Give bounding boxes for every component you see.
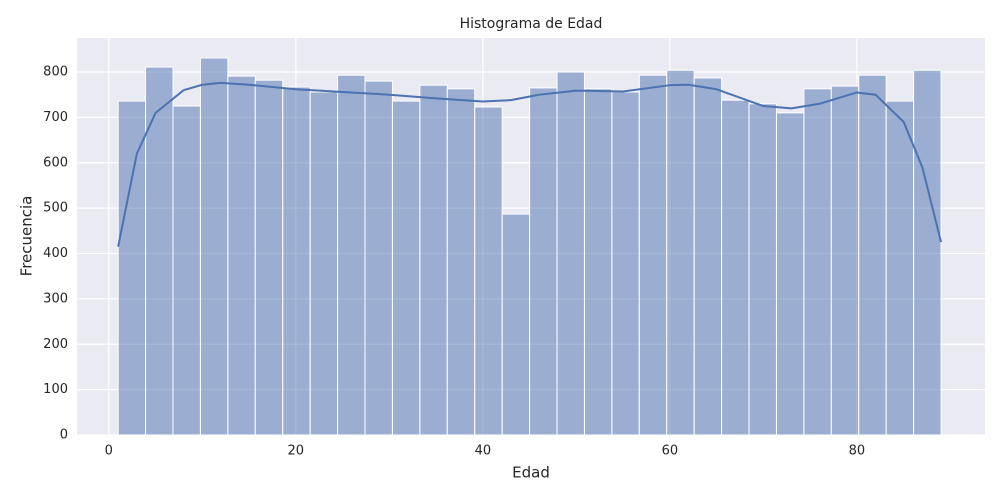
y-axis-label: Frecuencia xyxy=(18,196,36,277)
bar xyxy=(337,74,366,436)
bar xyxy=(282,86,311,436)
bar xyxy=(666,69,695,436)
x-tick-label: 80 xyxy=(849,444,866,459)
y-tick-label: 700 xyxy=(43,110,68,125)
bar xyxy=(117,100,147,436)
x-tick-label: 40 xyxy=(475,444,492,459)
bar xyxy=(858,74,887,436)
y-tick-label: 300 xyxy=(43,291,68,306)
bar xyxy=(583,88,613,436)
bar xyxy=(474,106,503,436)
x-tick-label: 20 xyxy=(288,444,305,459)
bar xyxy=(885,100,915,436)
bar xyxy=(693,77,723,436)
bar xyxy=(748,103,777,436)
bar xyxy=(775,112,805,436)
bar xyxy=(391,100,421,436)
bar xyxy=(254,79,284,436)
y-tick-label: 800 xyxy=(43,65,68,80)
kde-line xyxy=(117,81,943,247)
bar xyxy=(446,88,476,436)
bar xyxy=(830,85,860,436)
bar xyxy=(309,91,339,436)
bar xyxy=(172,105,201,436)
x-tick-label: 0 xyxy=(105,444,113,459)
bar xyxy=(227,75,256,436)
x-tick-label: 60 xyxy=(662,444,679,459)
bar xyxy=(419,84,448,436)
bar xyxy=(611,91,640,436)
y-tick-label: 600 xyxy=(43,155,68,170)
bar xyxy=(803,88,832,436)
chart-title: Histograma de Edad xyxy=(460,16,603,32)
x-axis-label: Edad xyxy=(512,464,550,482)
bar xyxy=(913,69,942,436)
bar xyxy=(145,66,174,436)
y-tick-label: 100 xyxy=(43,382,68,397)
y-tick-label: 400 xyxy=(43,246,68,261)
y-tick-label: 200 xyxy=(43,337,68,352)
y-tick-label: 0 xyxy=(60,428,68,443)
bar xyxy=(529,87,558,436)
bar xyxy=(721,99,750,436)
bar xyxy=(364,80,393,436)
bar xyxy=(199,57,229,436)
bar xyxy=(638,74,668,436)
y-tick-label: 500 xyxy=(43,201,68,216)
bar xyxy=(556,71,585,436)
bar xyxy=(501,213,531,436)
